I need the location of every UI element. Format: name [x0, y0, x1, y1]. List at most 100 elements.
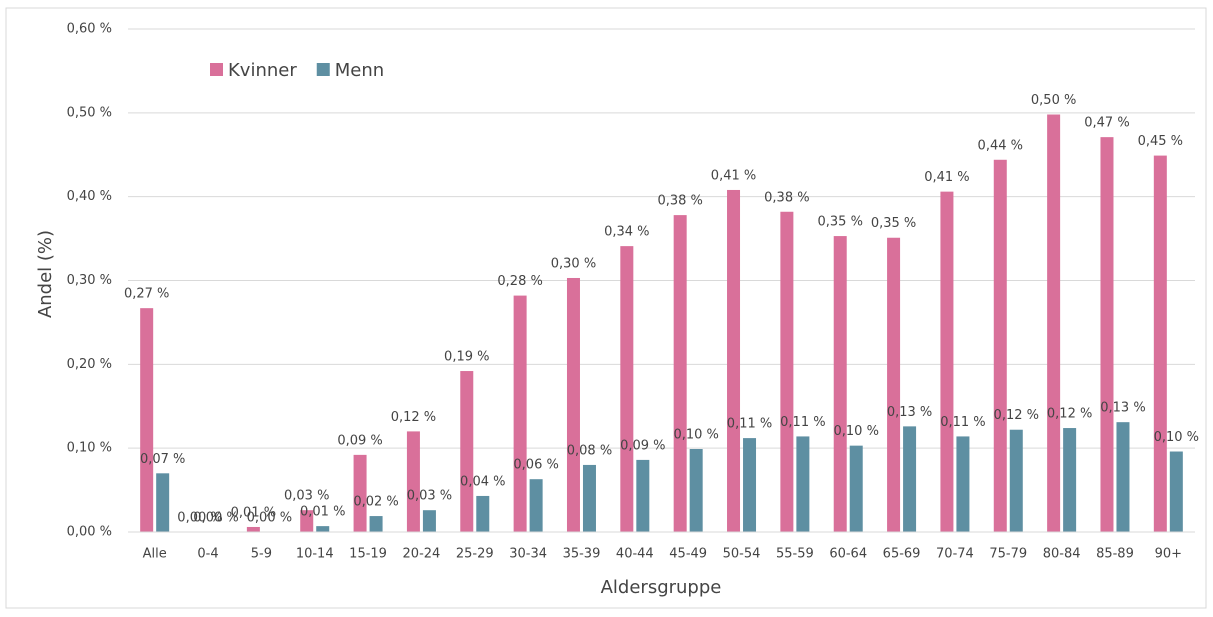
value-label: 0,08 % — [567, 443, 612, 458]
bar — [780, 211, 794, 533]
bar — [406, 431, 420, 532]
x-tick-label: 80-84 — [1043, 547, 1081, 562]
x-tick-label: 5-9 — [251, 547, 272, 562]
value-label: 0,11 % — [727, 417, 772, 432]
x-tick-label: 35-39 — [563, 547, 601, 562]
value-label: 0,04 % — [460, 474, 505, 489]
legend-swatch — [316, 63, 330, 76]
bar — [956, 436, 970, 532]
legend-label: Kvinner — [228, 60, 297, 81]
bar — [620, 246, 634, 532]
x-tick-label: 20-24 — [403, 547, 441, 562]
x-tick-label: 45-49 — [669, 547, 707, 562]
value-label: 0,10 % — [673, 428, 718, 443]
value-label: 0,38 % — [657, 194, 702, 209]
bar — [1153, 155, 1167, 533]
x-tick-label: 85-89 — [1096, 547, 1134, 562]
bar — [156, 473, 170, 532]
bar — [316, 526, 330, 532]
bar — [796, 436, 810, 532]
bar — [422, 510, 436, 532]
bar — [582, 464, 596, 532]
x-axis-title: Aldersgruppe — [601, 577, 722, 598]
x-tick-label: 0-4 — [197, 547, 218, 562]
bar — [849, 445, 863, 532]
bar — [529, 479, 543, 532]
value-label: 0,45 % — [1138, 134, 1183, 149]
value-label: 0,01 % — [231, 505, 276, 520]
x-tick-label: 70-74 — [936, 547, 974, 562]
bar — [673, 215, 687, 533]
y-axis-title: Andel (%) — [35, 230, 56, 318]
bar — [460, 371, 474, 532]
bar — [727, 189, 741, 532]
value-label: 0,10 % — [1154, 430, 1199, 445]
x-tick-label: 90+ — [1155, 547, 1182, 562]
x-tick-label: 60-64 — [829, 547, 867, 562]
x-tick-label: 75-79 — [989, 547, 1027, 562]
value-label: 0,44 % — [978, 138, 1023, 153]
bar — [743, 438, 757, 532]
value-label: 0,13 % — [887, 405, 932, 420]
x-tick-label: 40-44 — [616, 547, 654, 562]
x-tick-label: 50-54 — [723, 547, 761, 562]
y-tick-label: 0,50 % — [67, 105, 112, 120]
value-label: 0,28 % — [497, 274, 542, 289]
value-label: 0,27 % — [124, 287, 169, 302]
x-tick-label: 30-34 — [509, 547, 547, 562]
value-label: 0,34 % — [604, 225, 649, 240]
y-tick-label: 0,20 % — [67, 357, 112, 372]
bar — [940, 191, 954, 533]
value-label: 0,19 % — [444, 350, 489, 365]
value-label: 0,00 % — [247, 511, 292, 526]
value-label: 0,11 % — [940, 415, 985, 430]
bar — [636, 459, 650, 532]
value-label: 0,06 % — [513, 458, 558, 473]
bar — [566, 277, 580, 532]
bar — [1009, 429, 1023, 532]
bar — [353, 454, 367, 532]
bar — [903, 426, 917, 532]
value-label: 0,41 % — [711, 168, 756, 183]
legend-swatch — [210, 63, 223, 76]
value-label: 0,03 % — [284, 489, 329, 504]
value-label: 0,00 % — [177, 511, 222, 526]
value-label: 0,07 % — [140, 452, 185, 467]
bar — [993, 159, 1007, 532]
y-tick-label: 0,00 % — [67, 525, 112, 540]
value-label: 0,02 % — [353, 495, 398, 510]
value-label: 0,00 % — [193, 511, 238, 526]
legend-label: Menn — [335, 60, 384, 81]
bar — [1063, 428, 1077, 532]
value-label: 0,11 % — [780, 415, 825, 430]
bar — [140, 308, 154, 532]
x-tick-label: Alle — [143, 547, 167, 562]
bar — [1047, 114, 1061, 532]
bar — [1169, 451, 1183, 532]
value-label: 0,35 % — [871, 216, 916, 231]
x-tick-label: 65-69 — [883, 547, 921, 562]
value-label: 0,38 % — [764, 190, 809, 205]
value-label: 0,10 % — [834, 424, 879, 439]
value-label: 0,01 % — [300, 505, 345, 520]
bar — [833, 236, 847, 532]
value-label: 0,12 % — [994, 408, 1039, 423]
bar — [369, 516, 383, 532]
bar — [513, 295, 527, 532]
y-tick-label: 0,60 % — [67, 22, 112, 37]
x-tick-label: 55-59 — [776, 547, 814, 562]
x-tick-label: 25-29 — [456, 547, 494, 562]
y-tick-label: 0,10 % — [67, 441, 112, 456]
bar — [300, 510, 314, 532]
value-label: 0,09 % — [337, 433, 382, 448]
value-label: 0,47 % — [1084, 116, 1129, 131]
value-label: 0,41 % — [924, 170, 969, 185]
bar — [689, 449, 703, 532]
bar — [476, 495, 490, 532]
y-tick-label: 0,30 % — [67, 273, 112, 288]
value-label: 0,12 % — [1047, 407, 1092, 422]
bar — [1100, 137, 1114, 532]
value-label: 0,35 % — [818, 215, 863, 230]
value-label: 0,12 % — [391, 410, 436, 425]
value-label: 0,13 % — [1100, 401, 1145, 416]
